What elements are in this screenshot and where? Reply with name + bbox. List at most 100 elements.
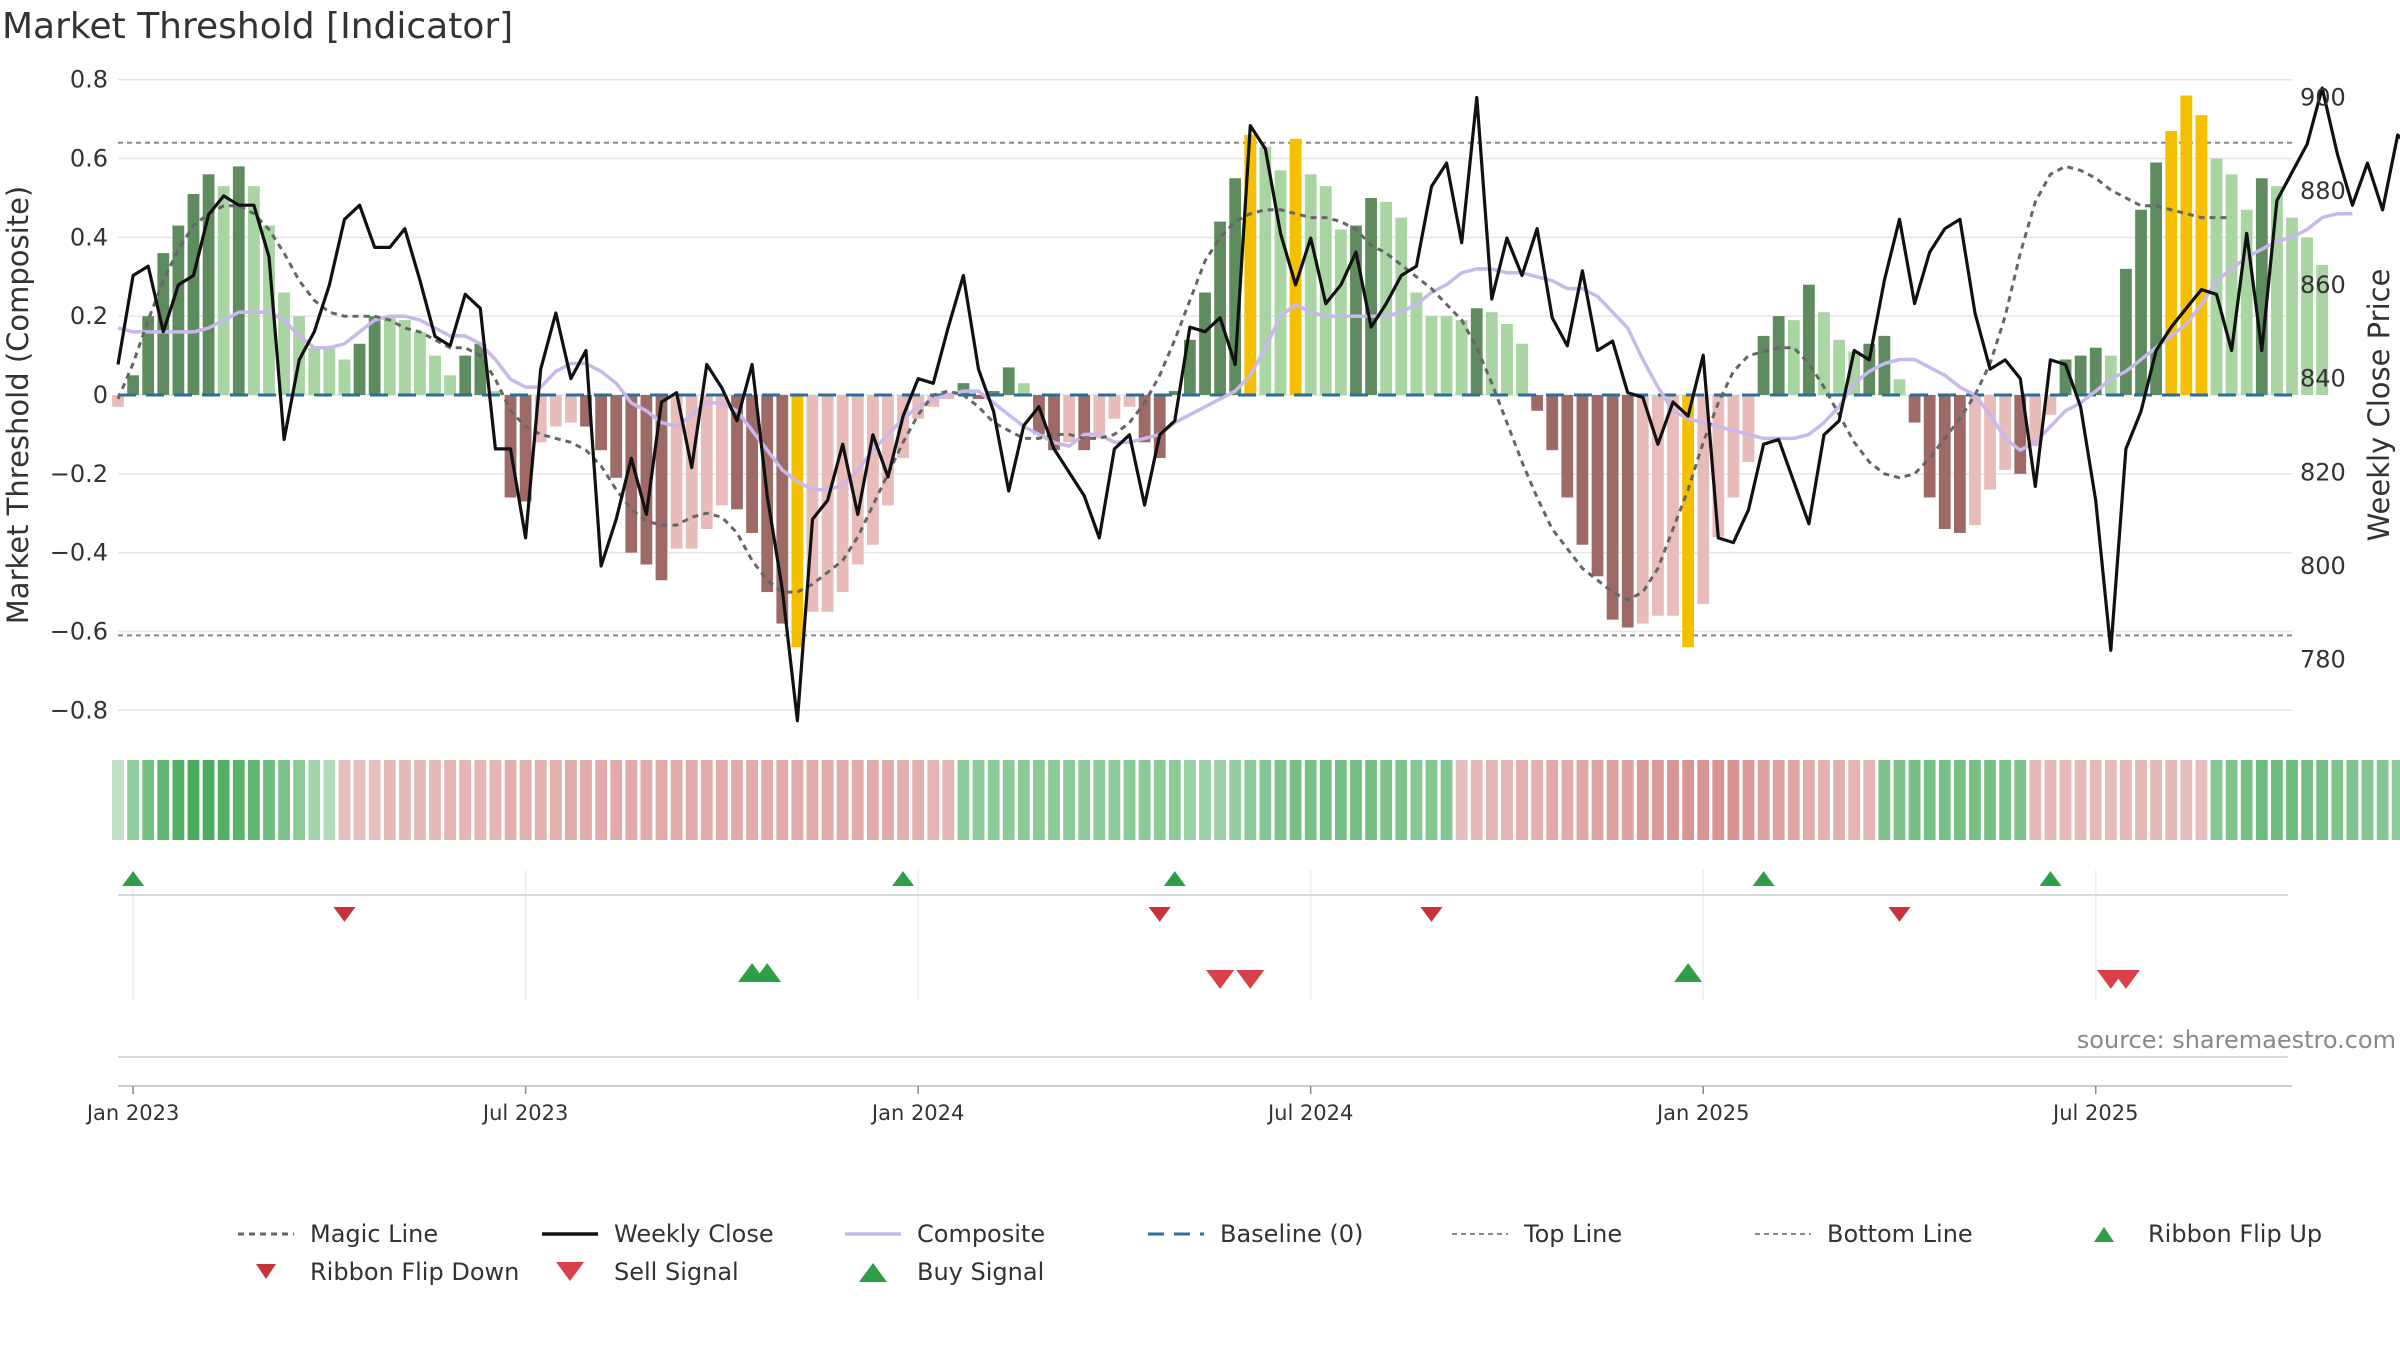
y-tick-label: 0.4 (70, 223, 108, 251)
ribbon-cell (1274, 760, 1287, 840)
ribbon-cell (1938, 760, 1951, 840)
signal-rows (118, 870, 2288, 1058)
ribbon-cell (655, 760, 668, 840)
composite-bar (1470, 308, 1483, 395)
ribbon-cell (1304, 760, 1317, 840)
composite-bar (2135, 209, 2147, 395)
composite-bar (625, 395, 638, 553)
composite-bar (353, 343, 366, 395)
legend-sell-symbol (556, 1262, 584, 1281)
composite-bar (851, 395, 864, 565)
ribbon-cell (368, 760, 381, 840)
ribbon-cell (293, 760, 306, 840)
ribbon-cell (2150, 760, 2163, 840)
composite-bar (821, 395, 834, 612)
ribbon-cell (127, 760, 139, 840)
composite-bar (806, 395, 819, 612)
ribbon-cell (640, 760, 653, 840)
ribbon-cell (2361, 760, 2374, 840)
ribbon-cell (1470, 760, 1483, 840)
composite-bar (2120, 268, 2132, 395)
composite-bar (1621, 395, 1634, 628)
ribbon-cell (2331, 760, 2344, 840)
ribbon-cell (2165, 760, 2178, 840)
ribbon-cell (2255, 760, 2268, 840)
composite-bar (2301, 237, 2313, 395)
sell-signal-marker (1206, 970, 1235, 989)
composite-bar (1682, 395, 1694, 648)
ribbon-cell (2059, 760, 2072, 840)
composite-bar (1576, 395, 1589, 545)
composite-line (117, 211, 2353, 492)
y2-tick-label: 880 (2300, 177, 2346, 205)
ribbon-cell (1621, 760, 1634, 840)
ribbon-cell (2089, 760, 2102, 840)
composite-bar (640, 395, 653, 565)
ribbon-cell (217, 760, 230, 840)
composite-bar (1063, 395, 1076, 443)
ribbon-cell (791, 760, 804, 840)
composite-bar (1350, 225, 1362, 395)
composite-bar (1289, 138, 1302, 395)
composite-bar (1078, 395, 1091, 451)
composite-bar (1787, 320, 1800, 395)
ribbon-cell (1214, 760, 1226, 840)
composite-bar (1501, 324, 1513, 395)
ribbon-cell (565, 760, 577, 840)
ribbon-strip (112, 760, 2400, 840)
y-tick-label: 0 (93, 381, 108, 409)
composite-bar (1893, 379, 1906, 395)
composite-bar (127, 375, 139, 395)
composite-bar (565, 395, 577, 423)
composite-bar (308, 347, 321, 395)
composite-bar (1319, 186, 1332, 395)
ribbon-cell (142, 760, 155, 840)
ribbon-cell (761, 760, 774, 840)
composite-bar (1863, 343, 1876, 395)
composite-bar (519, 395, 532, 502)
composite-bar (1938, 395, 1951, 529)
ribbon-cell (323, 760, 336, 840)
composite-bar (731, 395, 743, 510)
ribbon-cell (429, 760, 441, 840)
ribbon-cell (2391, 760, 2400, 840)
composite-bar (414, 331, 426, 395)
ribbon-cell (2104, 760, 2117, 840)
ribbon-cell (1863, 760, 1876, 840)
composite-bar (1380, 201, 1393, 395)
ribbon-cell (670, 760, 683, 840)
legend-item-bottom: Bottom Line (1755, 1220, 1973, 1248)
ribbon-cell (1787, 760, 1800, 840)
ribbon-cell (398, 760, 411, 840)
ribbon-cell (1984, 760, 1996, 840)
composite-bar (112, 395, 124, 407)
composite-bar (1742, 395, 1755, 462)
composite-bar (1093, 395, 1106, 439)
legend-item-flipdown: Ribbon Flip Down (256, 1258, 519, 1286)
ribbon-cell (1108, 760, 1121, 840)
composite-bar (263, 225, 275, 395)
composite-bar (1652, 395, 1664, 616)
ribbon-cell (1682, 760, 1694, 840)
ribbon-cell (1289, 760, 1302, 840)
composite-bar (1606, 395, 1619, 620)
composite-bar (1697, 395, 1710, 604)
y-axis-title: Market Threshold (Composite) (1, 186, 35, 624)
ribbon-flip-up-marker (892, 871, 915, 886)
ribbon-cell (1727, 760, 1740, 840)
ribbon-cell (338, 760, 351, 840)
ribbon-cell (1455, 760, 1468, 840)
composite-bar (942, 395, 955, 399)
ribbon-cell (2044, 760, 2057, 840)
composite-bar (1334, 229, 1347, 395)
composite-bar (444, 375, 457, 395)
ribbon-cell (1168, 760, 1181, 840)
ribbon-cell (1350, 760, 1362, 840)
ribbon-cell (1093, 760, 1106, 840)
ribbon-cell (232, 760, 245, 840)
composite-bar (1168, 391, 1181, 395)
composite-bar (1410, 292, 1423, 395)
composite-bar (1304, 174, 1317, 395)
composite-bar (1984, 395, 1996, 490)
ribbon-cell (1319, 760, 1332, 840)
